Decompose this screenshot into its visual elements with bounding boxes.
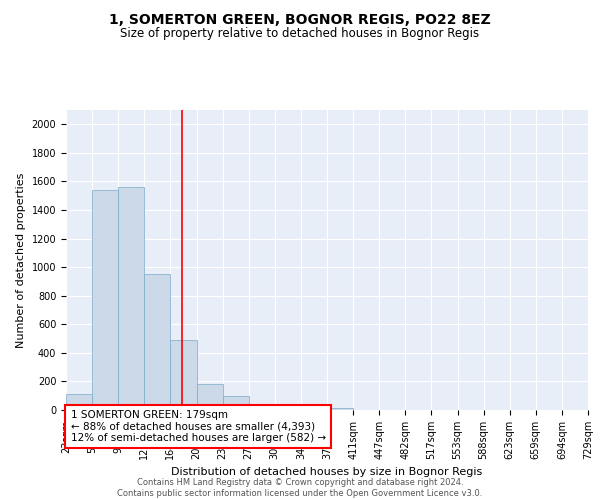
- Bar: [223, 396, 249, 410]
- Bar: [170, 340, 197, 410]
- Bar: [145, 274, 170, 410]
- Text: 1 SOMERTON GREEN: 179sqm
← 88% of detached houses are smaller (4,393)
12% of sem: 1 SOMERTON GREEN: 179sqm ← 88% of detach…: [71, 410, 326, 443]
- Bar: [327, 408, 353, 410]
- Bar: [118, 187, 145, 410]
- Bar: [197, 384, 223, 410]
- Bar: [275, 406, 301, 410]
- Y-axis label: Number of detached properties: Number of detached properties: [16, 172, 26, 348]
- X-axis label: Distribution of detached houses by size in Bognor Regis: Distribution of detached houses by size …: [172, 468, 482, 477]
- Text: Size of property relative to detached houses in Bognor Regis: Size of property relative to detached ho…: [121, 28, 479, 40]
- Text: Contains HM Land Registry data © Crown copyright and database right 2024.
Contai: Contains HM Land Registry data © Crown c…: [118, 478, 482, 498]
- Bar: [66, 394, 92, 410]
- Bar: [92, 190, 118, 410]
- Bar: [301, 408, 327, 410]
- Bar: [249, 404, 275, 410]
- Text: 1, SOMERTON GREEN, BOGNOR REGIS, PO22 8EZ: 1, SOMERTON GREEN, BOGNOR REGIS, PO22 8E…: [109, 12, 491, 26]
